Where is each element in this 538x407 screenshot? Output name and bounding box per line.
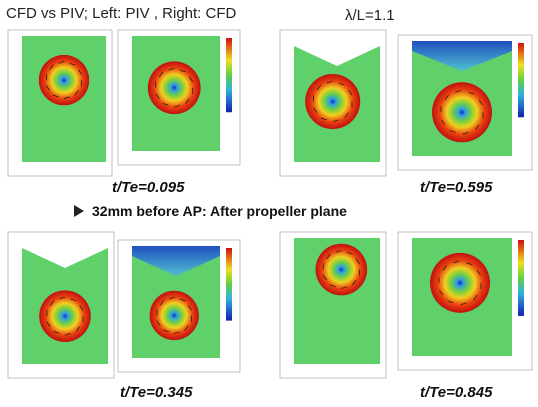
velocity-arrow	[338, 82, 345, 86]
velocity-arrow	[184, 325, 189, 331]
velocity-arrow	[320, 117, 327, 121]
caption: t/Te=0.595	[420, 179, 493, 196]
velocity-arrow	[453, 260, 460, 264]
velocity-arrow	[313, 107, 318, 114]
velocity-arrow	[75, 326, 80, 332]
caption: t/Te=0.095	[112, 179, 185, 196]
velocity-arrow	[449, 130, 456, 133]
velocity-arrow	[355, 258, 360, 264]
velocity-arrow	[316, 85, 321, 91]
velocity-arrow	[63, 96, 70, 100]
colorbar	[226, 38, 232, 113]
velocity-arrow	[74, 90, 79, 96]
subtitle: 32mm before AP: After propeller plane	[92, 203, 347, 219]
velocity-arrow	[70, 298, 77, 302]
velocity-arrow	[441, 119, 446, 125]
velocity-arrow	[179, 298, 186, 302]
velocity-arrow	[329, 284, 336, 288]
velocity-arrow	[476, 270, 481, 276]
velocity-arrow	[346, 251, 353, 255]
velocity-arrow	[348, 89, 353, 96]
free-surface	[412, 41, 512, 71]
velocity-arrow	[50, 300, 55, 306]
colorbar	[518, 43, 524, 118]
velocity-arrow	[156, 320, 161, 326]
velocity-arrow	[58, 61, 65, 64]
velocity-arrow	[155, 93, 160, 99]
velocity-arrow	[460, 302, 467, 305]
free-surface	[22, 238, 108, 268]
velocity-arrow	[45, 85, 51, 91]
velocity-arrow	[326, 81, 333, 84]
velocity-arrow	[49, 64, 54, 70]
velocity-arrow	[79, 305, 84, 311]
velocity-arrow	[442, 265, 447, 271]
velocity-arrow	[185, 98, 190, 104]
velocity-arrow	[162, 103, 169, 106]
velocity-arrow	[332, 119, 339, 123]
velocity-arrow	[462, 131, 469, 135]
colorbar	[226, 248, 232, 321]
velocity-arrow	[344, 112, 349, 118]
velocity-arrow	[466, 262, 473, 266]
velocity-arrow	[326, 253, 331, 260]
velocity-arrow	[468, 91, 475, 95]
slide-title: CFD vs PIV; Left: PIV , Right: CFD	[6, 5, 236, 22]
velocity-arrow	[478, 99, 483, 106]
velocity-arrow	[439, 290, 444, 296]
velocity-arrow	[53, 331, 60, 334]
velocity-arrow	[335, 250, 342, 253]
bullet	[74, 205, 84, 217]
velocity-arrow	[444, 94, 449, 101]
velocity-arrow	[69, 62, 76, 66]
condition: λ/L=1.1	[345, 7, 395, 24]
velocity-arrow	[46, 321, 51, 327]
velocity-arrow	[159, 71, 164, 78]
velocity-arrow	[322, 275, 327, 281]
velocity-arrow	[187, 305, 193, 311]
free-surface	[132, 246, 220, 276]
velocity-arrow	[77, 69, 83, 75]
velocity-arrow	[52, 94, 59, 98]
colorbar	[518, 240, 524, 316]
velocity-arrow	[160, 300, 165, 306]
velocity-arrow	[173, 331, 180, 335]
caption: t/Te=0.845	[420, 384, 493, 401]
velocity-arrow	[455, 90, 462, 93]
free-surface	[294, 36, 380, 66]
velocity-arrow	[64, 332, 71, 336]
caption: t/Te=0.345	[120, 384, 193, 401]
velocity-arrow	[179, 69, 186, 73]
velocity-arrow	[59, 296, 66, 300]
velocity-arrow	[163, 329, 170, 333]
velocity-arrow	[447, 300, 454, 304]
velocity-arrow	[174, 104, 181, 108]
velocity-arrow	[475, 124, 480, 130]
velocity-arrow	[473, 294, 478, 301]
velocity-arrow	[188, 76, 194, 82]
velocity-arrow	[168, 296, 175, 300]
velocity-arrow	[352, 279, 357, 286]
velocity-arrow	[341, 286, 347, 289]
velocity-arrow	[168, 67, 175, 71]
